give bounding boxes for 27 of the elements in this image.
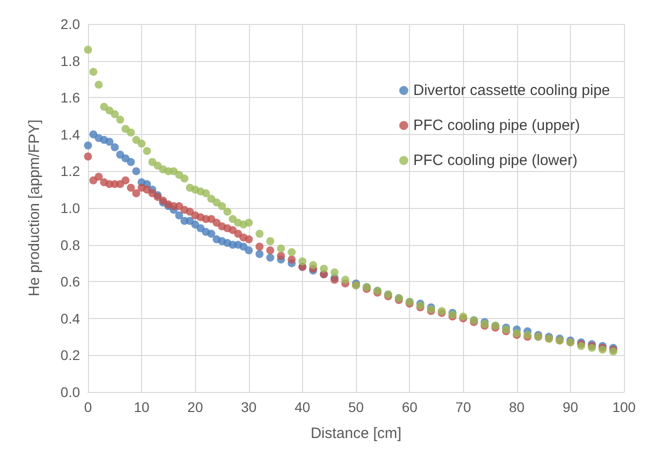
y-tick-label: 1.8: [60, 52, 80, 69]
y-tick-label: 0.4: [60, 310, 80, 326]
y-axis-title: He production [appm/FPY]: [26, 120, 43, 296]
y-tick-label: 0.0: [60, 384, 80, 400]
x-tick-label: 20: [187, 399, 204, 415]
legend-label: PFC cooling pipe (upper): [413, 117, 580, 134]
y-tick-label: 1.2: [60, 163, 80, 180]
x-tick-label: 40: [294, 399, 310, 415]
y-tick-label: 0.8: [60, 236, 80, 253]
y-tick-label: 1.4: [60, 126, 80, 142]
y-tick-label: 1.0: [60, 200, 80, 216]
y-tick-label: 0.6: [60, 274, 80, 290]
x-tick-label: 70: [455, 399, 472, 415]
x-tick-label: 100: [612, 399, 636, 415]
y-tick-label: 1.6: [60, 90, 80, 106]
legend-label: PFC cooling pipe (lower): [413, 152, 578, 169]
y-tick-label: 0.2: [60, 347, 80, 364]
x-tick-label: 10: [134, 399, 150, 415]
x-tick-label: 50: [348, 399, 364, 415]
x-tick-label: 60: [402, 399, 418, 415]
x-tick-label: 80: [509, 399, 525, 415]
legend-label: Divertor cassette cooling pipe: [413, 82, 610, 99]
x-tick-label: 0: [84, 399, 92, 415]
x-tick-label: 30: [241, 399, 257, 415]
x-axis-title: Distance [cm]: [310, 425, 402, 442]
x-tick-label: 90: [562, 399, 578, 415]
y-tick-label: 2.0: [60, 16, 80, 32]
